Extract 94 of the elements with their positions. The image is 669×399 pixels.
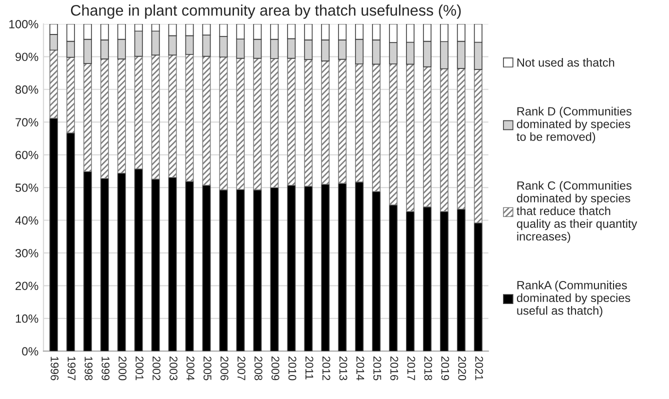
x-tick-label: 1999 (102, 356, 110, 380)
bar (423, 206, 432, 352)
bar (151, 54, 160, 180)
x-tick-label: 2014 (356, 356, 364, 380)
bar (202, 184, 211, 352)
bar (168, 176, 177, 352)
bar (287, 58, 296, 186)
bar (389, 204, 398, 352)
legend-label: RankA (Communities dominated by species useful as thatch) (516, 280, 630, 318)
bar (355, 63, 364, 182)
y-tick-label: 90% (16, 52, 38, 62)
bar (236, 58, 245, 190)
y-tick-label: 20% (16, 282, 38, 290)
x-tick-label: 2002 (152, 356, 160, 380)
bar (355, 182, 364, 352)
y-tick-label: 70% (16, 118, 38, 126)
x-tick-label: 2003 (170, 356, 178, 380)
bar (253, 189, 262, 352)
y-tick-label: 80% (16, 85, 38, 94)
x-tick-label: 2006 (220, 356, 228, 380)
legend-label: Rank D (Communities dominated by species to be removed) (516, 106, 632, 144)
x-tick-label: 1997 (68, 356, 76, 380)
y-tick-label: 100% (9, 20, 38, 28)
bar (253, 58, 262, 190)
bar (389, 63, 398, 206)
bar (219, 56, 228, 190)
bar (49, 118, 58, 352)
bar (456, 68, 466, 210)
bar (304, 59, 313, 187)
bar (440, 68, 448, 212)
x-tick-label: 2011 (305, 356, 314, 380)
x-tick-label: 2018 (424, 356, 432, 380)
x-tick-label: 2017 (407, 356, 416, 380)
bar (372, 191, 381, 352)
bar (406, 64, 414, 212)
bar (287, 184, 296, 352)
bar (100, 178, 109, 352)
x-tick-label: 2001 (136, 356, 144, 380)
x-tick-label: 2016 (390, 356, 398, 380)
x-tick-label: 2008 (254, 356, 262, 380)
bar (117, 172, 126, 352)
y-tick-label: 10% (16, 314, 38, 323)
bar (134, 168, 143, 352)
bar (304, 186, 313, 352)
bar (100, 58, 109, 179)
bar (151, 178, 160, 352)
bar (66, 56, 75, 134)
x-tick-label: 1998 (84, 356, 93, 380)
bar (66, 132, 75, 352)
bar (236, 189, 245, 352)
bar (423, 66, 432, 208)
bar (168, 54, 177, 178)
bar (117, 58, 126, 174)
bar (83, 171, 92, 352)
x-tick-label: 2007 (237, 356, 246, 380)
y-tick-label: 40% (15, 216, 38, 225)
bar (338, 182, 347, 352)
x-tick-label: 2009 (271, 356, 280, 380)
x-tick-label: 2005 (204, 356, 212, 380)
legend-label: Rank C (Communities dominated by species that reduce thatch quality as their quantity increases) (516, 181, 638, 243)
bar (321, 60, 330, 185)
bar (338, 58, 347, 184)
bar (406, 210, 414, 352)
x-tick-label: 1996 (50, 356, 59, 380)
bar (474, 222, 482, 352)
y-tick-label: 60% (16, 150, 38, 160)
x-tick-label: 2013 (339, 356, 348, 380)
y-tick-label: 30% (15, 249, 38, 258)
x-tick-label: 2019 (441, 356, 450, 380)
bar (270, 187, 279, 352)
x-tick-label: 2004 (186, 356, 194, 380)
bar (83, 63, 92, 172)
bar (321, 184, 330, 352)
x-tick-label: 2020 (458, 356, 466, 380)
chart-title: Change in plant community area by thatch usefulness (%) (70, 4, 461, 19)
legend-label: Not used as thatch (517, 58, 614, 67)
bar (202, 56, 211, 186)
x-tick-label: 2015 (373, 356, 382, 380)
bar (219, 189, 228, 352)
bar (134, 56, 143, 170)
x-tick-label: 2021 (475, 356, 484, 380)
x-tick-label: 2012 (322, 356, 330, 380)
bar (440, 210, 448, 352)
x-tick-label: 2010 (288, 356, 296, 380)
y-tick-label: 50% (15, 184, 38, 192)
bar (185, 54, 194, 182)
bar (270, 58, 279, 188)
bar (49, 50, 58, 119)
bar (474, 69, 482, 224)
y-tick-label: 0% (22, 347, 38, 356)
bar (456, 208, 466, 352)
x-tick-label: 2000 (118, 356, 126, 380)
bar (372, 64, 381, 192)
bar (185, 180, 194, 352)
